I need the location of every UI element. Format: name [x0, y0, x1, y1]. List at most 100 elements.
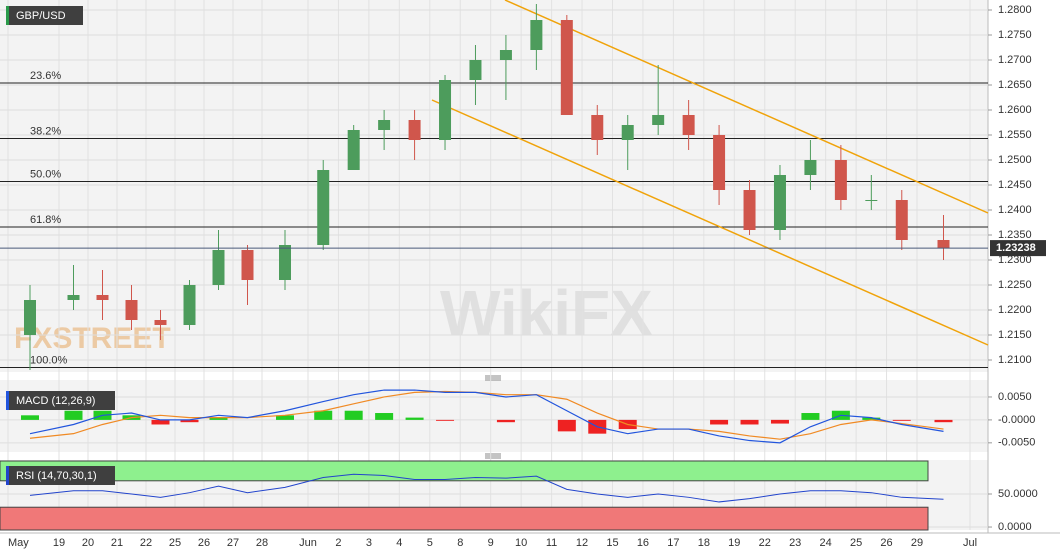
candle-body	[96, 295, 109, 300]
y-tick-label: 1.2150	[998, 329, 1032, 341]
title-box	[6, 6, 83, 25]
macd-histogram-bar	[740, 419, 759, 425]
y-tick-label: 1.2200	[998, 304, 1032, 316]
y-tick-label: -0.0000	[998, 414, 1035, 426]
fib-label: 38.2%	[30, 125, 61, 137]
macd-histogram-bar	[436, 419, 455, 421]
x-tick-label: 10	[515, 537, 527, 549]
x-tick-label: 24	[820, 537, 832, 549]
macd-histogram-bar	[64, 410, 83, 420]
macd-histogram-bar	[892, 419, 911, 421]
signal-line	[29, 390, 944, 440]
candle-body	[773, 175, 786, 230]
candle-body	[469, 60, 482, 80]
y-tick-label: 1.2250	[998, 279, 1032, 291]
x-tick-label: 16	[637, 537, 649, 549]
macd-histogram-bar	[862, 417, 881, 420]
x-tick-label: 8	[457, 537, 463, 549]
candle-body	[67, 295, 80, 300]
candle-body	[530, 20, 543, 50]
macd-histogram-bar	[405, 417, 424, 420]
candle-body	[865, 200, 878, 201]
x-tick-label: 22	[140, 537, 152, 549]
fib-label: 23.6%	[30, 70, 61, 82]
overbought-band	[0, 460, 929, 482]
candle-body	[378, 120, 391, 130]
candle-body	[439, 80, 452, 140]
panel-title: MACD (12,26,9)	[16, 395, 95, 407]
y-tick-label: 1.2500	[998, 154, 1032, 166]
candle-body	[591, 115, 604, 140]
y-tick-label: 1.2600	[998, 104, 1032, 116]
x-tick-label: Jun	[299, 537, 317, 549]
candle-body	[241, 250, 254, 280]
x-tick-label: 25	[850, 537, 862, 549]
x-tick-label: 20	[82, 537, 94, 549]
candle-body	[743, 190, 756, 230]
candle-body	[499, 50, 512, 60]
x-tick-label: 18	[698, 537, 710, 549]
x-tick-label: 25	[169, 537, 181, 549]
y-tick-label: 1.2650	[998, 79, 1032, 91]
x-tick-label: 9	[488, 537, 494, 549]
title-marker	[6, 391, 9, 410]
candle-body	[212, 250, 225, 285]
candle-body	[24, 300, 36, 335]
title-marker	[6, 466, 9, 485]
title-marker	[6, 6, 9, 25]
y-tick-label: 1.2400	[998, 204, 1032, 216]
macd-histogram-bar	[276, 415, 294, 420]
x-tick-label: 5	[427, 537, 433, 549]
oversold-band	[0, 506, 929, 531]
x-tick-label: 26	[198, 537, 210, 549]
x-tick-label: 29	[911, 537, 923, 549]
candle-body	[682, 115, 695, 135]
candle-body	[834, 160, 847, 200]
x-tick-label: 27	[227, 537, 239, 549]
x-tick-label: 17	[667, 537, 679, 549]
x-tick-label: 26	[880, 537, 892, 549]
x-tick-label: 4	[396, 537, 402, 549]
candle-body	[408, 120, 421, 140]
candle-body	[154, 320, 167, 325]
y-tick-label: 0.0050	[998, 391, 1032, 403]
macd-histogram-bar	[180, 419, 199, 423]
candle-body	[125, 300, 138, 320]
macd-histogram-bar	[21, 415, 39, 420]
x-tick-label: 19	[728, 537, 740, 549]
title-box	[6, 466, 115, 485]
y-tick-label: 1.2750	[998, 29, 1032, 41]
x-tick-label: 3	[366, 537, 372, 549]
y-tick-label: 1.2350	[998, 229, 1032, 241]
panel-title: GBP/USD	[16, 10, 66, 22]
x-tick-label: 15	[606, 537, 618, 549]
macd-histogram-bar	[375, 413, 394, 420]
macd-histogram-bar	[770, 419, 789, 424]
y-tick-label: 1.2300	[998, 254, 1032, 266]
candle-body	[937, 240, 950, 249]
candle-body	[713, 135, 726, 190]
candle-body	[279, 245, 291, 280]
fib-label: 100.0%	[30, 354, 68, 366]
candle-body	[652, 115, 665, 125]
y-tick-label: 0.0000	[998, 521, 1032, 533]
watermark: WikiFX	[440, 277, 653, 349]
x-tick-label: 19	[53, 537, 65, 549]
y-tick-label: 1.2450	[998, 179, 1032, 191]
fib-label: 61.8%	[30, 214, 61, 226]
last-price-label: 1.23238	[996, 242, 1036, 254]
candle-body	[804, 160, 817, 175]
x-tick-label: 11	[546, 537, 557, 549]
macd-histogram-bar	[209, 417, 228, 420]
y-tick-label: -0.0050	[998, 437, 1035, 449]
y-tick-label: 1.2100	[998, 354, 1032, 366]
candle-body	[347, 130, 360, 170]
rsi-line	[29, 473, 944, 503]
candle-body	[895, 200, 908, 240]
y-tick-label: 1.2700	[998, 54, 1032, 66]
channel-upper	[504, 0, 989, 214]
y-tick-label: 1.2800	[998, 4, 1032, 16]
candle-body	[621, 125, 634, 140]
panel-handles	[485, 375, 501, 459]
